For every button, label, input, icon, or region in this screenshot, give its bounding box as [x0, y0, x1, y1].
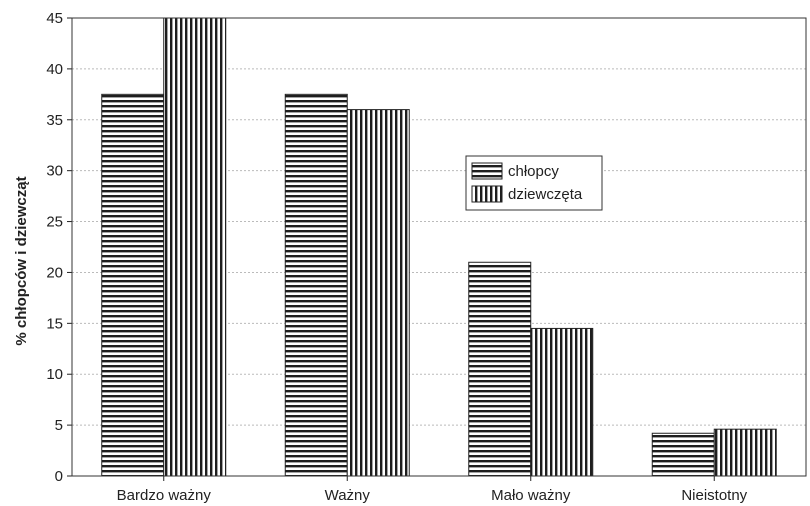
bar-chlopcy: [468, 261, 532, 477]
y-tick-label: 15: [46, 315, 63, 332]
x-tick-label: Ważny: [325, 487, 371, 504]
x-tick-label: Mało ważny: [491, 487, 571, 504]
bars: [101, 17, 777, 477]
y-tick-label: 5: [55, 417, 63, 434]
bar-dziewczeta: [346, 109, 410, 477]
y-tick-label: 40: [46, 61, 63, 78]
x-tick-label: Bardzo ważny: [117, 487, 212, 504]
y-tick-label: 10: [46, 366, 63, 383]
y-tick-label: 35: [46, 112, 63, 129]
bar-chlopcy: [284, 93, 348, 477]
legend-swatch-chlopcy: [471, 162, 503, 180]
y-tick-label: 30: [46, 163, 63, 180]
y-tick-label: 45: [46, 10, 63, 27]
x-tick-labels: Bardzo ważny Ważny Mało ważny Nieistotny: [117, 487, 748, 504]
legend: chłopcy dziewczęta: [465, 155, 603, 211]
y-tick-label: 0: [55, 468, 63, 485]
bar-dziewczeta: [530, 327, 594, 477]
y-tick-label: 25: [46, 214, 63, 231]
legend-label-dziewczeta: dziewczęta: [508, 186, 583, 203]
x-tick-label: Nieistotny: [681, 487, 747, 504]
bar-dziewczeta: [713, 428, 777, 477]
bar-chlopcy: [651, 432, 715, 477]
legend-swatch-dziewczeta: [471, 185, 503, 203]
y-tick-labels: 0 5 10 15 20 25 30 35 40 45: [46, 10, 63, 485]
axes: [67, 17, 807, 481]
y-axis-title: % chłopców i dziewcząt: [13, 176, 30, 345]
legend-label-chlopcy: chłopcy: [508, 163, 559, 180]
y-tick-label: 20: [46, 264, 63, 281]
bar-dziewczeta: [163, 17, 227, 477]
bar-chlopcy: [101, 93, 165, 477]
plot-frame: [71, 17, 807, 477]
